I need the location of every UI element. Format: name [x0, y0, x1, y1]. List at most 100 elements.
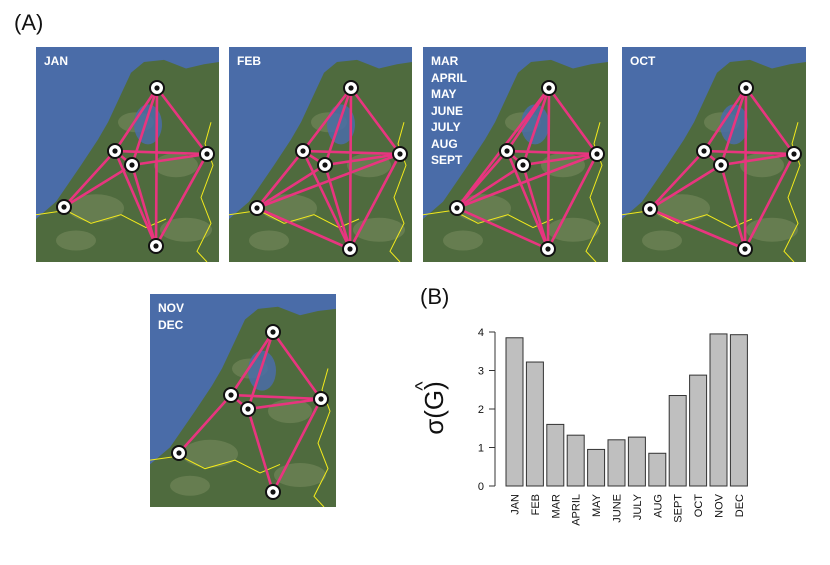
network-edge — [505, 149, 550, 251]
y-tick-label: 1 — [478, 443, 484, 455]
network-edge — [702, 149, 796, 156]
network-edge — [719, 163, 747, 251]
network-edge — [301, 86, 353, 153]
network-edge — [349, 86, 402, 156]
land-texture — [642, 230, 682, 251]
x-tick-label: JUNE — [612, 494, 624, 523]
map-image — [36, 47, 219, 262]
station-node — [199, 146, 215, 162]
bar — [546, 423, 565, 487]
network-edge — [177, 393, 233, 455]
station-node — [499, 143, 515, 159]
x-tick-label: JULY — [632, 493, 644, 520]
land-texture — [274, 463, 326, 488]
network-edge — [455, 163, 525, 210]
national-border — [423, 209, 554, 229]
station-node — [295, 143, 311, 159]
map-month-labels: NOV DEC — [158, 300, 184, 333]
map-month-labels: OCT — [630, 53, 655, 70]
land-texture — [443, 230, 483, 251]
station-node — [124, 157, 140, 173]
panel-a-label: (A) — [14, 10, 44, 35]
month-label: SEPT — [431, 153, 463, 167]
network-edge — [323, 152, 402, 167]
national-border — [585, 122, 603, 262]
network-edge — [113, 149, 209, 156]
x-tick-label: FEB — [530, 494, 542, 515]
month-label: JULY — [431, 120, 461, 134]
network-edge — [246, 407, 275, 494]
x-tick-label: MAR — [550, 494, 562, 519]
land-texture — [261, 194, 317, 223]
network-edge — [301, 149, 352, 251]
month-label: APRIL — [431, 70, 467, 85]
network-edge — [271, 397, 323, 494]
bar — [729, 334, 748, 487]
station-node — [149, 80, 165, 96]
x-tick-label: NOV — [714, 493, 726, 518]
x-tick-label: DEC — [734, 494, 746, 517]
network-edge — [229, 393, 323, 401]
network-edge — [648, 163, 723, 211]
network-map-oct: OCT — [622, 47, 806, 262]
map-image — [423, 47, 608, 262]
bar — [668, 395, 687, 487]
network-edge — [155, 86, 209, 156]
land-texture — [56, 230, 96, 251]
month-label: DEC — [158, 317, 184, 332]
network-map-mar-sept: MAR APRIL MAY JUNE JULY AUG SEPT — [423, 47, 608, 262]
station-node — [343, 80, 359, 96]
land-texture — [353, 217, 405, 242]
network-edge — [547, 86, 599, 156]
station-node — [540, 241, 556, 257]
month-label: FEB — [237, 54, 261, 68]
network-edge — [719, 152, 796, 167]
station-node — [56, 199, 72, 215]
station-node — [737, 241, 753, 257]
month-label: JAN — [44, 54, 69, 68]
month-label: NOV — [158, 301, 185, 315]
station-node — [223, 387, 239, 403]
y-tick-label: 3 — [478, 366, 484, 378]
network-edge — [648, 149, 706, 211]
month-label: JUNE — [431, 103, 464, 118]
station-node — [642, 201, 658, 217]
network-edge — [154, 152, 209, 248]
bar — [525, 361, 544, 487]
map-month-labels: MAR APRIL MAY JUNE JULY AUG SEPT — [431, 53, 467, 169]
network-edge — [743, 86, 748, 251]
station-node — [107, 143, 123, 159]
land-texture — [68, 194, 124, 223]
network-edge — [455, 152, 599, 210]
map-month-labels: JAN — [44, 53, 68, 70]
station-node — [786, 146, 802, 162]
station-node — [317, 157, 333, 173]
x-tick-label: JAN — [510, 494, 522, 515]
station-node — [589, 146, 605, 162]
network-edge — [743, 152, 796, 251]
network-map-feb: FEB — [229, 47, 412, 262]
month-label: MAY — [431, 87, 457, 101]
panel-b-label: (B) — [420, 284, 450, 309]
land-texture — [182, 439, 238, 468]
network-edge — [255, 149, 305, 210]
network-edge — [648, 207, 747, 251]
network-map-jan: JAN — [36, 47, 219, 262]
network-edge — [130, 152, 209, 167]
network-edge — [455, 149, 509, 210]
station-node — [342, 241, 358, 257]
sigma-bar-chart: 0 1 2 3 4 σ(G)^ JAN FEB MAR APRIL MAY JUNE JULY AUG SE… — [412, 327, 748, 526]
network-edge — [154, 86, 159, 248]
network-edge — [348, 152, 402, 251]
network-edge — [702, 86, 748, 153]
network-edge — [323, 163, 352, 251]
land-texture — [170, 475, 210, 496]
network-edge — [505, 149, 599, 156]
national-border — [389, 122, 407, 262]
inland-lake — [248, 350, 276, 391]
network-edge — [246, 397, 323, 411]
y-axis-label-hat: ^ — [412, 381, 434, 391]
land-texture — [249, 230, 289, 251]
network-edge — [130, 163, 158, 248]
network-edge — [271, 330, 323, 401]
